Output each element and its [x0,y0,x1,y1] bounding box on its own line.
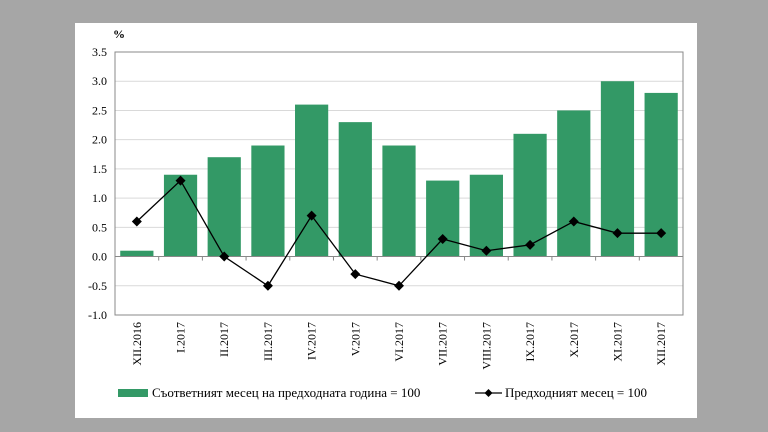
y-tick-label: 1.5 [92,162,107,176]
y-tick-label: 0.0 [92,250,107,264]
x-tick-label: XII.2016 [130,322,144,366]
legend-bar-label: Съответният месец на предходната година … [152,385,420,400]
y-tick-label: 3.0 [92,74,107,88]
line-marker [262,280,273,291]
bar [513,133,547,257]
y-tick-label: 2.0 [92,133,107,147]
x-tick-label: I.2017 [174,322,188,353]
x-tick-label: II.2017 [217,322,231,357]
y-tick-label: 1.0 [92,191,107,205]
line-marker [481,245,492,256]
legend-line-marker [484,389,493,397]
line-marker [568,216,579,227]
y-tick-label: 3.5 [92,45,107,59]
bar [120,250,154,257]
x-tick-label: X.2017 [567,322,581,358]
x-tick-label: IX.2017 [523,322,537,362]
bar [600,81,635,257]
bar [382,145,416,257]
y-axis-label: % [113,27,125,41]
bar [207,157,241,257]
legend-bar-swatch [118,389,148,397]
y-tick-label: 2.5 [92,103,107,117]
line-marker [350,269,361,280]
bar [426,180,460,257]
bar [469,174,503,257]
x-tick-label: VIII.2017 [479,322,493,370]
plot-border [114,51,684,316]
x-tick-label: V.2017 [348,322,362,356]
y-tick-label: -0.5 [88,279,107,293]
bar [251,145,285,257]
bar [557,110,591,257]
line-marker [394,280,404,291]
line-marker [656,228,667,239]
line-marker [525,239,536,250]
y-tick-label: -1.0 [88,308,107,322]
x-tick-label: III.2017 [261,322,275,361]
x-tick-label: XII.2017 [654,322,668,366]
line-marker [437,234,448,245]
x-tick-label: IV.2017 [305,322,319,360]
y-tick-label: 0.5 [92,220,107,234]
x-tick-label: XI.2017 [610,322,624,362]
line-marker [219,251,230,262]
x-tick-label: VII.2017 [436,322,450,366]
bar [163,174,198,257]
legend-line-label: Предходният месец = 100 [505,385,647,400]
x-tick-label: VI.2017 [392,322,406,362]
bar [338,122,372,257]
line-marker [306,210,317,221]
line-marker [612,228,623,239]
line-marker [131,216,142,227]
line-marker [175,175,186,186]
